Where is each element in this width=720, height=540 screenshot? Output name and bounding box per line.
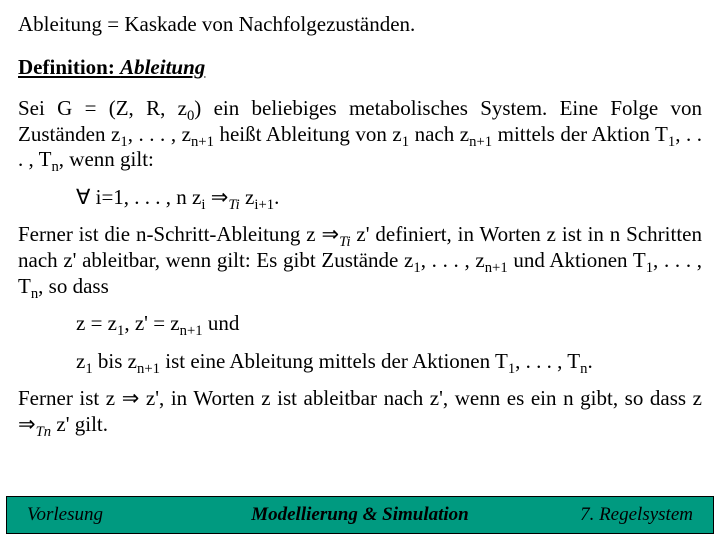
p3-a-sub: Tn — [36, 424, 52, 440]
p2-d: und Aktionen T — [508, 248, 646, 272]
f3-a-sub: 1 — [85, 361, 92, 377]
title-line: Ableitung = Kaskade von Nachfolgezuständ… — [18, 12, 702, 37]
f2-b: , z' = z — [124, 311, 179, 335]
p1-d-sub: 1 — [402, 134, 409, 150]
f3-e: . — [587, 349, 592, 373]
f3-b-sub: n+1 — [137, 361, 160, 377]
footer-right: 7. Regelsystem — [491, 504, 713, 526]
p2-d-sub: 1 — [646, 260, 653, 276]
f2-b-sub: n+1 — [180, 323, 203, 339]
f1-b-sub: Ti — [228, 197, 239, 213]
f1-d: . — [274, 185, 279, 209]
p1-f: mittels der Aktion T — [492, 122, 668, 146]
slide-page: Ableitung = Kaskade von Nachfolgezuständ… — [0, 0, 720, 540]
footer-left: Vorlesung — [7, 504, 229, 526]
p3-b: z' gilt. — [51, 412, 108, 436]
f3-a: z — [76, 349, 85, 373]
paragraph-3: Ferner ist z ⇒ z', in Worten z ist ablei… — [18, 386, 702, 437]
f2-c: und — [203, 311, 240, 335]
f1-c-sub: i+1 — [254, 197, 274, 213]
f2-a: z = z — [76, 311, 117, 335]
p1-e-sub: n+1 — [469, 134, 492, 150]
p2-c: , . . . , z — [421, 248, 485, 272]
f3-c: ist eine Ableitung mittels der Aktionen … — [160, 349, 508, 373]
p3-a: Ferner ist z ⇒ z', in Worten z ist ablei… — [18, 386, 702, 436]
p1-c-sub: n+1 — [191, 134, 214, 150]
p1-a: Sei G = (Z, R, z — [18, 96, 187, 120]
f1-a: ∀ i=1, . . . , n z — [76, 185, 201, 209]
footer-mid: Modellierung & Simulation — [229, 504, 491, 526]
definition-heading: Definition: Ableitung — [18, 55, 702, 80]
def-prefix: Definition: — [18, 55, 120, 79]
formula-1: ∀ i=1, . . . , n zi ⇒Ti zi+1. — [76, 185, 702, 211]
f3-b: bis z — [93, 349, 137, 373]
p2-c-sub: n+1 — [485, 260, 508, 276]
p1-d: heißt Ableitung von z — [214, 122, 402, 146]
p2-f: , so dass — [38, 274, 109, 298]
paragraph-1: Sei G = (Z, R, z0) ein beliebiges metabo… — [18, 96, 702, 173]
p1-g-sub: n — [51, 159, 58, 175]
f3-d: , . . . , T — [515, 349, 580, 373]
formula-2: z = z1, z' = zn+1 und — [76, 311, 702, 337]
formula-3: z1 bis zn+1 ist eine Ableitung mittels d… — [76, 349, 702, 375]
def-term: Ableitung — [120, 55, 205, 79]
paragraph-2: Ferner ist die n-Schritt-Ableitung z ⇒Ti… — [18, 222, 702, 299]
p2-b-sub: 1 — [413, 260, 420, 276]
footer-bar: Vorlesung Modellierung & Simulation 7. R… — [6, 496, 714, 534]
f1-b: ⇒ — [205, 185, 228, 209]
f1-c: z — [240, 185, 255, 209]
p1-e: nach z — [409, 122, 469, 146]
p1-c: , . . . , z — [128, 122, 191, 146]
p1-h: , wenn gilt: — [59, 147, 154, 171]
p2-a: Ferner ist die n-Schritt-Ableitung z ⇒ — [18, 222, 339, 246]
